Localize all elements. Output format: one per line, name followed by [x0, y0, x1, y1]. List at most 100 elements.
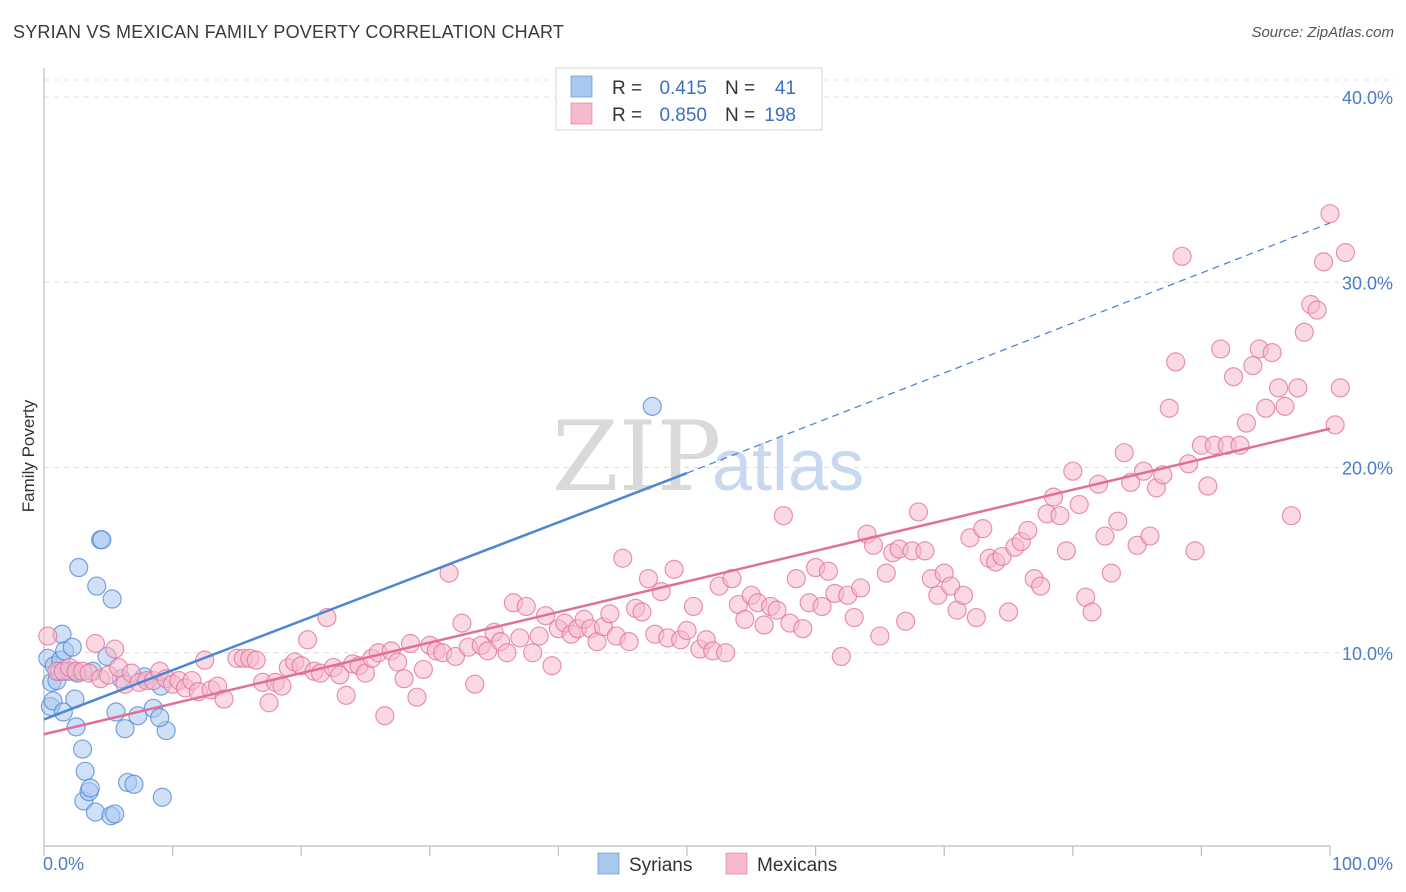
point-mexicans: [844, 607, 864, 628]
x-tick-label: 0.0%: [43, 854, 84, 874]
gridlines: [44, 79, 1395, 654]
point-mexicans: [966, 607, 986, 628]
point-syrians: [150, 707, 170, 728]
point-syrians: [75, 761, 95, 781]
series-legend-label: Mexicans: [757, 855, 837, 876]
point-mexicans: [516, 596, 536, 617]
source-label: Source: ZipAtlas.com: [1251, 24, 1394, 41]
series-legend-swatch-0: [597, 852, 620, 875]
point-mexicans: [1056, 541, 1076, 561]
point-syrians: [92, 530, 112, 550]
point-mexicans: [664, 559, 684, 579]
point-mexicans: [973, 519, 993, 539]
point-mexicans: [876, 563, 896, 583]
point-mexicans: [1166, 352, 1186, 372]
series-legend: Syrians Mexicans: [597, 852, 837, 876]
point-mexicans: [465, 674, 485, 694]
y-tick-label: 10.0%: [1342, 644, 1393, 664]
point-mexicans: [1223, 367, 1244, 387]
point-mexicans: [497, 643, 517, 663]
y-tick-label: 20.0%: [1342, 459, 1393, 479]
point-mexicans: [632, 602, 652, 622]
point-syrians: [152, 787, 172, 807]
point-mexicans: [1275, 396, 1295, 416]
point-mexicans: [818, 561, 839, 581]
legend-r-label: R =: [612, 78, 642, 99]
trend-mexicans: [43, 427, 1331, 736]
legend-n-label: N =: [725, 78, 755, 99]
point-mexicans: [786, 569, 806, 589]
data-points: [38, 204, 1356, 826]
point-mexicans: [1082, 602, 1102, 622]
point-syrians: [80, 778, 100, 798]
point-mexicans: [1159, 398, 1179, 418]
watermark-atlas: atlas: [712, 426, 864, 506]
legend-r-value: 0.850: [659, 105, 707, 126]
point-mexicans: [638, 569, 659, 589]
watermark: ZIP atlas: [552, 401, 864, 513]
legend-n-value: 198: [764, 105, 796, 126]
point-syrians: [72, 739, 93, 759]
point-mexicans: [1262, 343, 1282, 363]
point-mexicans: [1335, 243, 1356, 263]
point-mexicans: [1281, 506, 1302, 526]
point-mexicans: [510, 628, 530, 648]
point-mexicans: [1198, 476, 1218, 496]
correlation-legend: R = 0.415 N = 41 R = 0.850 N = 198: [555, 67, 823, 131]
point-mexicans: [85, 633, 106, 654]
point-mexicans: [1185, 541, 1205, 561]
point-mexicans: [998, 602, 1019, 622]
point-mexicans: [246, 650, 266, 670]
point-mexicans: [754, 615, 774, 635]
trend-syrians: [43, 471, 688, 721]
point-mexicans: [1236, 413, 1257, 433]
point-mexicans: [413, 659, 433, 680]
axes: [43, 68, 1331, 856]
point-mexicans: [1140, 526, 1160, 546]
point-syrians: [105, 804, 125, 824]
point-mexicans: [1127, 535, 1147, 555]
y-tick-labels: 10.0% 20.0% 30.0% 40.0%: [1342, 88, 1393, 664]
point-mexicans: [677, 620, 697, 641]
point-mexicans: [452, 613, 472, 633]
point-mexicans: [1172, 246, 1192, 266]
point-mexicans: [1050, 506, 1070, 526]
legend-r-label: R =: [612, 105, 642, 126]
point-mexicans: [619, 632, 639, 652]
point-mexicans: [1108, 511, 1128, 531]
point-mexicans: [1330, 378, 1350, 398]
point-mexicans: [445, 646, 466, 667]
point-syrians: [124, 774, 144, 794]
point-mexicans: [812, 596, 832, 617]
series-legend-label: Syrians: [629, 855, 692, 876]
point-mexicans: [953, 585, 974, 605]
point-mexicans: [1101, 563, 1121, 583]
point-mexicans: [407, 687, 427, 707]
point-mexicans: [773, 506, 794, 526]
point-mexicans: [1256, 398, 1276, 418]
legend-swatch-0: [570, 75, 593, 98]
point-mexicans: [523, 643, 543, 663]
point-mexicans: [105, 639, 125, 659]
x-tick-labels: 0.0% 100.0%: [43, 854, 1393, 874]
point-mexicans: [1313, 252, 1334, 272]
legend-box: [555, 67, 823, 131]
point-mexicans: [375, 706, 395, 726]
watermark-zip: ZIP: [552, 401, 721, 513]
point-mexicans: [38, 626, 58, 646]
point-mexicans: [478, 641, 498, 661]
point-mexicans: [1063, 461, 1083, 481]
legend-n-label: N =: [725, 105, 755, 126]
series-mexicans: [38, 204, 1356, 726]
point-mexicans: [1325, 415, 1345, 435]
point-mexicans: [851, 578, 871, 598]
legend-swatch-1: [570, 102, 593, 125]
point-mexicans: [613, 548, 633, 568]
point-mexicans: [1069, 494, 1089, 515]
point-mexicans: [1018, 520, 1038, 541]
point-mexicans: [831, 646, 851, 667]
point-mexicans: [793, 619, 813, 639]
point-syrians: [102, 589, 122, 609]
point-mexicans: [1031, 576, 1051, 596]
